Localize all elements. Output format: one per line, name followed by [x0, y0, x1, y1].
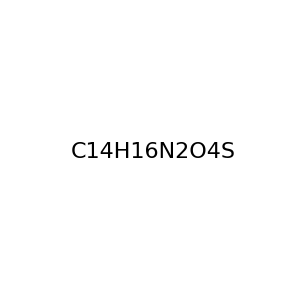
Text: C14H16N2O4S: C14H16N2O4S — [71, 142, 236, 161]
